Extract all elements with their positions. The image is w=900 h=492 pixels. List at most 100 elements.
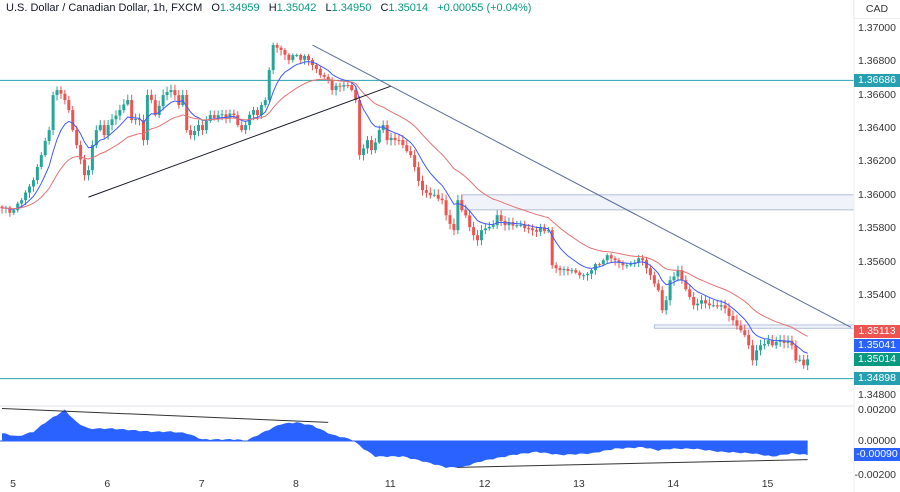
time-axis-label: 15 [761, 478, 774, 490]
candle-body [684, 280, 688, 290]
candle-body [802, 359, 806, 366]
candle-body [35, 166, 39, 181]
candle-body [31, 180, 35, 187]
oscillator-tick-label: -0.00200 [854, 469, 896, 481]
candle-body [362, 148, 366, 156]
candle-body [122, 104, 126, 111]
candle-body [0, 206, 4, 209]
candle-body [20, 200, 24, 204]
candle-body [47, 130, 51, 141]
candle-body [267, 70, 271, 101]
candle-body [63, 93, 67, 101]
high-label: H [268, 2, 277, 14]
candle-body [472, 227, 476, 236]
candle-body [762, 343, 766, 346]
candle-body [609, 255, 613, 259]
candle-body [688, 289, 692, 297]
candle-body [204, 120, 208, 131]
low-label: L [325, 2, 332, 14]
slow-moving-average [1, 78, 808, 337]
candle-body [570, 270, 574, 272]
candle-body [696, 303, 700, 306]
candle-body [110, 119, 114, 126]
candle-body [43, 140, 47, 156]
candle-body [758, 345, 762, 351]
candle-body [299, 55, 303, 60]
candle-body [275, 45, 279, 48]
candle-body [790, 340, 794, 346]
candle-body [601, 260, 605, 265]
candle-body [153, 100, 157, 116]
candle-body [786, 340, 790, 343]
candle-body [350, 85, 354, 91]
candle-body [51, 95, 55, 131]
candle-body [354, 90, 358, 101]
candle-body [487, 226, 491, 229]
candle-body [130, 100, 134, 121]
candle-body [806, 359, 810, 366]
candle-body [766, 340, 770, 344]
candle-body [452, 223, 456, 231]
candle-body [377, 130, 381, 143]
candle-body [743, 330, 747, 336]
candle-body [263, 100, 267, 106]
candle-body [157, 106, 161, 116]
candle-body [161, 95, 165, 107]
candle-body [554, 265, 558, 269]
candle-body [291, 55, 295, 61]
currency-label[interactable]: CAD [853, 0, 900, 19]
price-tick-label: 1.36400 [858, 122, 896, 135]
candle-body [523, 224, 527, 229]
price-tick-label: 1.34800 [858, 389, 896, 401]
candle-body [287, 54, 291, 61]
candle-body [71, 110, 75, 131]
candle-body [656, 283, 660, 291]
price-tag: 1.34898 [854, 372, 900, 386]
candle-body [98, 125, 102, 131]
trendlines [88, 44, 852, 328]
candle-body [739, 325, 743, 331]
candle-body [197, 125, 200, 131]
candle-body [373, 142, 377, 151]
close-label: C [380, 2, 389, 14]
price-tag: 1.36686 [854, 73, 900, 87]
candle-body [448, 215, 452, 224]
candle-body [358, 100, 362, 156]
candle-body [271, 45, 275, 71]
candle-body [723, 305, 727, 309]
time-axis-label: 11 [384, 478, 396, 490]
low-value: 1.34950 [331, 2, 372, 14]
candle-body [208, 115, 212, 121]
candle-body [440, 198, 444, 201]
time-axis-label: 14 [667, 478, 680, 490]
candle-body [707, 303, 711, 306]
price-tag: 1.35113 [854, 324, 900, 338]
candle-body [283, 50, 287, 55]
time-axis-label: 12 [478, 478, 491, 490]
candle-body [259, 105, 263, 116]
candle-body [330, 80, 334, 91]
high-value: 1.35042 [276, 2, 317, 14]
candle-body [534, 230, 538, 232]
candle-body [342, 85, 346, 87]
candle-body [476, 235, 480, 241]
candle-body [546, 230, 550, 232]
candle-body [590, 270, 593, 274]
candle-body [28, 186, 32, 193]
candle-body [735, 320, 739, 326]
candle-body [393, 137, 397, 141]
candles [0, 42, 810, 371]
candle-body [193, 130, 197, 136]
trendline [88, 85, 392, 198]
candle-body [334, 85, 338, 91]
candle-body [456, 200, 460, 231]
candle-body [244, 125, 248, 131]
candle-body [252, 110, 256, 115]
candle-body [566, 269, 570, 271]
candle-body [794, 345, 798, 361]
candle-body [495, 215, 499, 226]
candle-body [672, 276, 676, 281]
candle-body [436, 194, 440, 199]
candle-body [538, 227, 542, 232]
